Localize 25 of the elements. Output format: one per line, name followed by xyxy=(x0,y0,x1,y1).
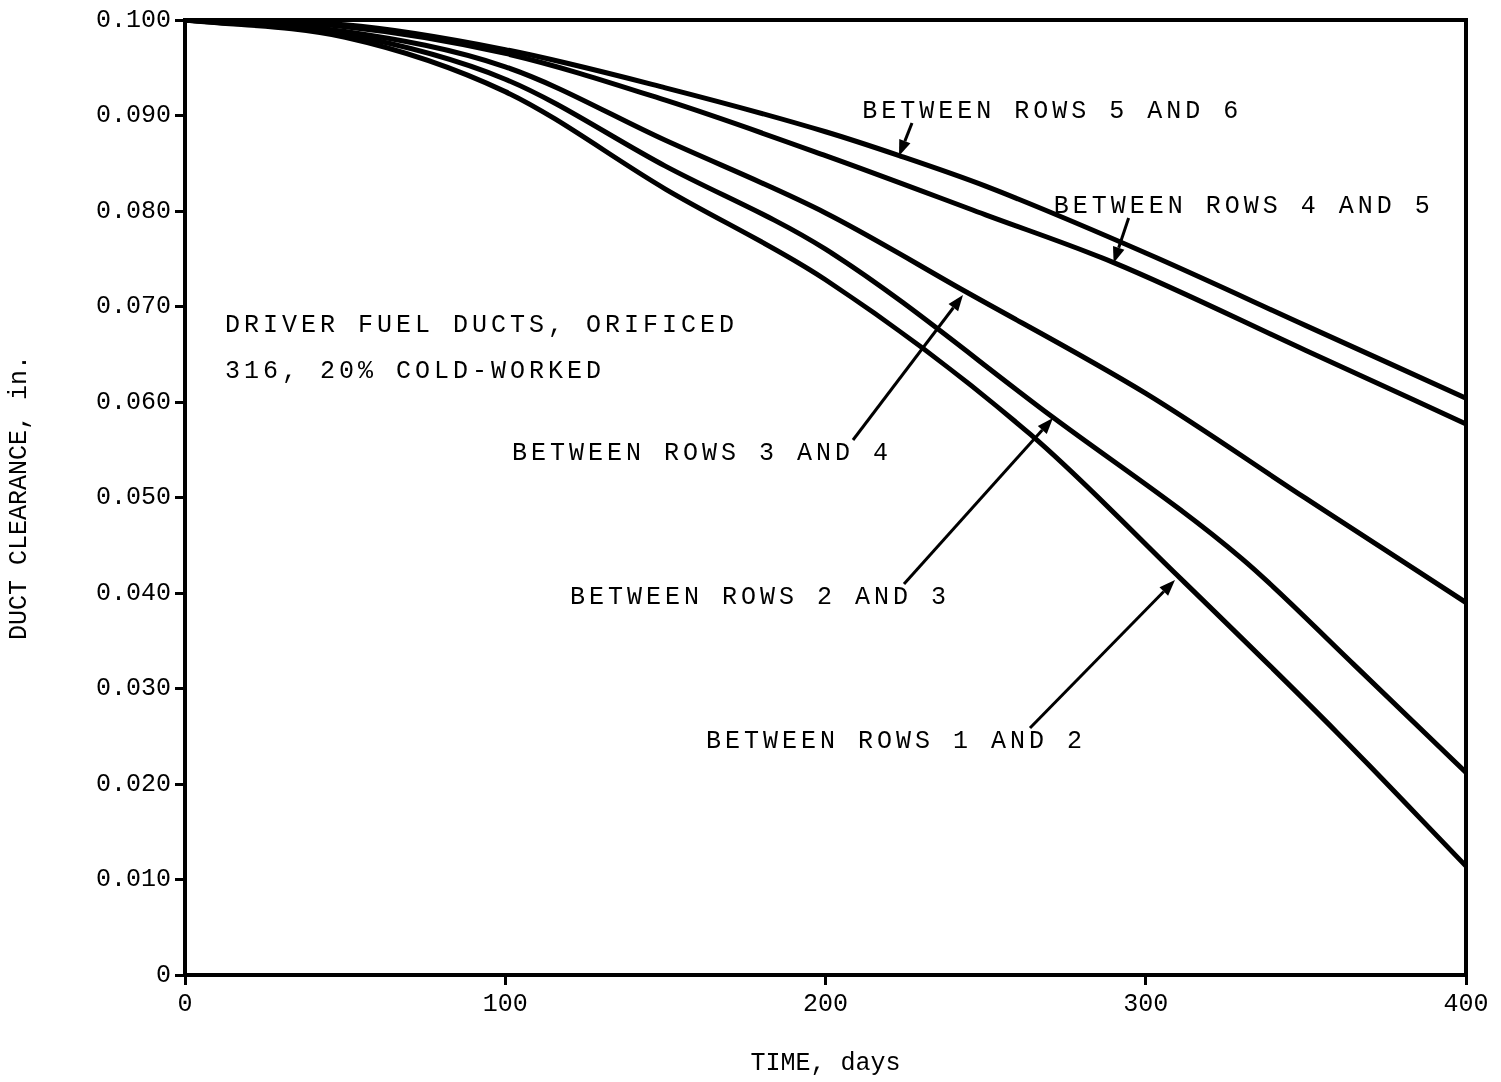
x-tick-label: 0 xyxy=(177,989,193,1019)
y-axis-title: DUCT CLEARANCE, in. xyxy=(4,354,34,641)
y-tick-label: 0.050 xyxy=(95,483,171,513)
y-tick-label: 0.060 xyxy=(95,387,171,417)
annotation: DRIVER FUEL DUCTS, ORIFICED xyxy=(225,311,739,340)
x-axis-title: TIME, days xyxy=(750,1048,901,1078)
y-tick-label: 0.030 xyxy=(95,674,171,704)
annotation: 316, 20% COLD-WORKED xyxy=(225,357,606,386)
y-tick-label: 0 xyxy=(155,960,171,990)
annotation: BETWEEN ROWS 5 AND 6 xyxy=(862,96,1243,126)
annotation: BETWEEN ROWS 4 AND 5 xyxy=(1053,191,1434,221)
annotation: BETWEEN ROWS 3 AND 4 xyxy=(512,439,893,468)
y-tick-label: 0.020 xyxy=(95,769,171,799)
y-tick-label: 0.010 xyxy=(95,865,171,895)
y-tick-label: 0.090 xyxy=(95,101,171,131)
annotation: BETWEEN ROWS 2 AND 3 xyxy=(570,583,951,612)
y-tick-label: 0.040 xyxy=(95,578,171,608)
annotation: BETWEEN ROWS 1 AND 2 xyxy=(706,727,1087,756)
y-tick-label: 0.070 xyxy=(95,292,171,322)
y-tick-label: 0.080 xyxy=(95,196,171,226)
y-tick-label: 0.100 xyxy=(95,5,171,35)
x-tick-label: 300 xyxy=(1123,989,1169,1019)
x-tick-label: 400 xyxy=(1443,989,1489,1019)
x-tick-label: 200 xyxy=(802,989,849,1019)
x-tick-label: 100 xyxy=(482,989,528,1019)
